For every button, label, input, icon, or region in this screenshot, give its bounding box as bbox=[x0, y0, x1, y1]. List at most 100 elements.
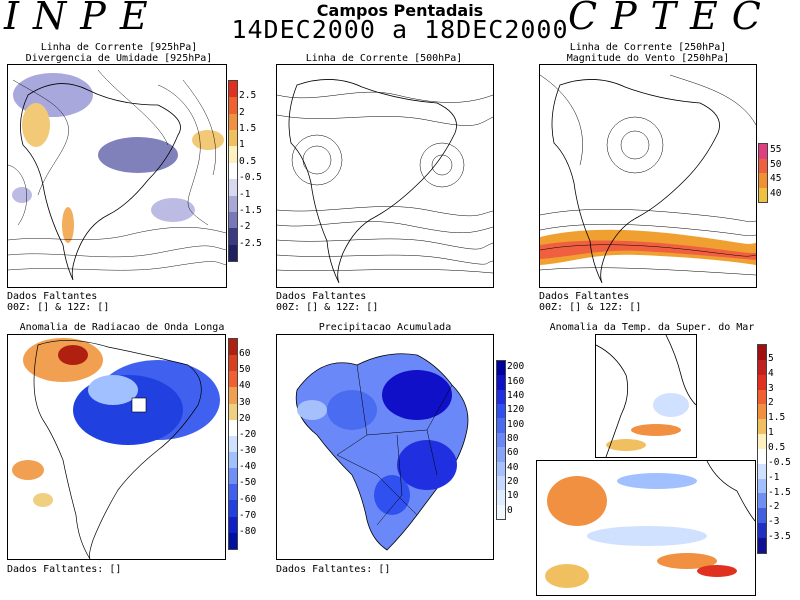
p1-colorbar-segment bbox=[229, 228, 237, 245]
p2-map bbox=[276, 64, 494, 288]
p6-anomaly-area bbox=[653, 393, 689, 417]
p4-colorbar-segment bbox=[229, 435, 237, 452]
p6-atlantic-map bbox=[595, 334, 697, 458]
p1-conv-area bbox=[98, 137, 178, 173]
p4-colorbar-label: 60 bbox=[239, 348, 251, 360]
p5-colorbar bbox=[496, 360, 506, 520]
p5-colorbar-label: 10 bbox=[507, 490, 519, 502]
p3-coastline bbox=[551, 79, 720, 284]
p1-div-area bbox=[192, 130, 224, 150]
p2-missing-1: Dados Faltantes bbox=[276, 291, 367, 302]
p2-title-1: Linha de Corrente [500hPa] bbox=[305, 53, 463, 64]
p6-colorbar-label: -3.5 bbox=[768, 531, 791, 543]
p1-colorbar-label: 0.5 bbox=[239, 155, 257, 167]
p1-missing-1: Dados Faltantes bbox=[7, 291, 98, 302]
p6-colorbar-label: -3 bbox=[768, 516, 780, 528]
p1-colorbar-label: -2.5 bbox=[239, 237, 262, 249]
p2-missing-2: 00Z: [] & 12Z: [] bbox=[276, 302, 379, 313]
p6-coastline bbox=[596, 344, 629, 457]
p6-colorbar-segment bbox=[758, 463, 766, 479]
p1-colorbar-label: -1 bbox=[239, 188, 251, 200]
p3-colorbar-label: 40 bbox=[770, 187, 782, 199]
p3-streamlines bbox=[540, 74, 756, 276]
p5-rain-area bbox=[297, 400, 327, 420]
p3-colorbar-label: 50 bbox=[770, 158, 782, 170]
p1-colorbar-label: 2.5 bbox=[239, 90, 257, 102]
p4-colorbar-segment bbox=[229, 419, 237, 436]
cptec-logo-text: CPTEC bbox=[568, 0, 775, 38]
p1-map bbox=[7, 64, 227, 288]
p5-colorbar-label: 200 bbox=[507, 361, 525, 373]
p1-colorbar-segment bbox=[229, 146, 237, 163]
p6-colorbar-label: -0.5 bbox=[768, 456, 791, 468]
p2-coastline bbox=[288, 79, 457, 284]
p4-colorbar-label: -50 bbox=[239, 477, 257, 489]
p5-state-borders bbox=[336, 364, 453, 526]
p4-missing: Dados Faltantes: [] bbox=[7, 564, 122, 575]
p4-colorbar-label: 50 bbox=[239, 364, 251, 376]
p6-colorbar-segment bbox=[758, 389, 766, 405]
p4-coastline bbox=[33, 340, 202, 559]
p5-colorbar-label: 20 bbox=[507, 476, 519, 488]
p5-colorbar-segment bbox=[497, 404, 505, 419]
p4-colorbar-label: -20 bbox=[239, 428, 257, 440]
p3-colorbar-segment bbox=[759, 187, 767, 202]
p6-colorbar-segment bbox=[758, 374, 766, 390]
p6-colorbar-label: -1 bbox=[768, 471, 780, 483]
p4-anomaly-area bbox=[88, 375, 138, 405]
p6-coastline bbox=[706, 461, 755, 522]
p4-colorbar-label: -40 bbox=[239, 461, 257, 473]
p3-missing-2: 00Z: [] & 12Z: [] bbox=[539, 302, 642, 313]
p5-colorbar-label: 80 bbox=[507, 433, 519, 444]
p1-streamlines bbox=[8, 69, 226, 271]
p5-colorbar-label: 0 bbox=[507, 504, 513, 516]
inpe-logo-text: INPE bbox=[4, 0, 162, 38]
p5-colorbar-segment bbox=[497, 447, 505, 462]
p6-colorbar-label: 3 bbox=[768, 382, 774, 394]
p5-colorbar-segment bbox=[497, 361, 505, 376]
p6-colorbar-segment bbox=[758, 523, 766, 538]
p6-colorbar-segment bbox=[758, 404, 766, 420]
p1-title-1: Linha de Corrente [925hPa] bbox=[40, 42, 198, 53]
p5-colorbar-label: 100 bbox=[507, 418, 525, 430]
p5-rain-area bbox=[327, 390, 377, 430]
p6-colorbar-segment bbox=[758, 537, 766, 553]
p6-colorbar-label: -1.5 bbox=[768, 486, 791, 498]
p4-colorbar-segment bbox=[229, 516, 237, 533]
p4-anomaly-area bbox=[12, 460, 44, 480]
p6-colorbar-label: 1 bbox=[768, 427, 774, 439]
p6-colorbar-segment bbox=[758, 508, 766, 524]
p5-colorbar-label: 160 bbox=[507, 375, 525, 387]
p5-colorbar-segment bbox=[497, 389, 505, 405]
p3-colorbar-segment bbox=[759, 158, 767, 173]
p1-colorbar-segment bbox=[229, 81, 237, 98]
p1-colorbar-label: 1 bbox=[239, 139, 245, 151]
p6-colorbar-segment bbox=[758, 359, 766, 375]
p1-colorbar-segment bbox=[229, 113, 237, 131]
p5-title: Precipitacao Acumulada bbox=[318, 322, 452, 333]
p1-colorbar-label: -2 bbox=[239, 221, 251, 233]
p3-colorbar-label: 45 bbox=[770, 173, 782, 185]
p1-colorbar-segment bbox=[229, 97, 237, 114]
p5-colorbar-segment bbox=[497, 490, 505, 505]
p5-colorbar-label: 40 bbox=[507, 461, 519, 473]
p1-colorbar-segment bbox=[229, 211, 237, 229]
p1-colorbar-segment bbox=[229, 244, 237, 261]
p4-colorbar-label: 40 bbox=[239, 380, 251, 392]
p6-colorbar-segment bbox=[758, 448, 766, 464]
p6-colorbar-label: 4 bbox=[768, 367, 774, 379]
p4-colorbar-segment bbox=[229, 403, 237, 420]
p1-conv-area bbox=[13, 73, 93, 117]
p3-map bbox=[539, 64, 757, 288]
p4-anomaly-area bbox=[58, 345, 88, 365]
p4-colorbar-segment bbox=[229, 451, 237, 469]
p4-colorbar bbox=[228, 338, 238, 550]
p6-anomaly-area bbox=[697, 565, 737, 577]
p4-colorbar-label: -30 bbox=[239, 445, 257, 457]
p3-colorbar bbox=[758, 143, 768, 203]
p4-anomaly-area bbox=[33, 493, 53, 507]
p5-map bbox=[276, 334, 494, 560]
p6-anomaly-area bbox=[547, 476, 607, 526]
p1-missing-2: 00Z: [] & 12Z: [] bbox=[7, 302, 110, 313]
p5-colorbar-segment bbox=[497, 432, 505, 448]
